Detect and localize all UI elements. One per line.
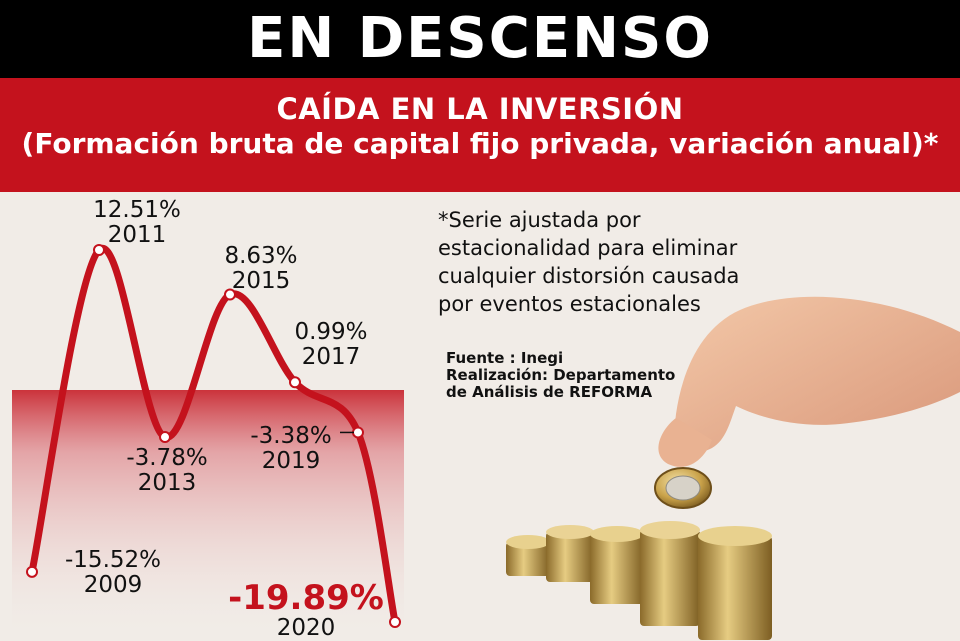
hand-icon [658, 296, 960, 467]
value-label: -15.52% [65, 547, 161, 573]
data-label-2009: -15.52% 2009 [58, 548, 168, 598]
year-label: 2011 [107, 222, 167, 248]
value-label: 12.51% [93, 197, 181, 223]
data-label-2011: 12.51% 2011 [82, 198, 192, 248]
data-point-2019 [352, 426, 364, 439]
credit-line: de Análisis de REFORMA [446, 383, 653, 401]
data-point-2017 [289, 376, 301, 389]
series-group [26, 244, 401, 628]
note-line: cualquier distorsión causada [438, 264, 740, 288]
value-label: 8.63% [224, 243, 298, 269]
coin-icon [654, 467, 712, 509]
negative-zone [12, 390, 404, 640]
data-label-2019: -3.38% 2019 [236, 424, 346, 474]
value-label: -3.78% [126, 445, 208, 471]
coin-stacks [506, 521, 772, 640]
line-chart [12, 244, 960, 640]
year-label: 2013 [137, 470, 197, 496]
page-title: EN DESCENSO [247, 6, 713, 71]
note-line: *Serie ajustada por [438, 208, 641, 232]
credits: Fuente : Inegi Realización: Departamento… [446, 350, 706, 401]
data-point-2015 [224, 288, 236, 301]
year-label: 2009 [83, 572, 143, 598]
year-label: 2020 [276, 615, 336, 641]
data-point-2013 [159, 431, 171, 444]
chart-subtitle: CAÍDA EN LA INVERSIÓN [276, 92, 684, 126]
year-label: 2019 [261, 448, 321, 474]
seasonal-adjustment-note: *Serie ajustada por estacionalidad para … [438, 206, 768, 318]
data-label-2020: -19.89% 2020 [226, 580, 386, 641]
value-label: -19.89% [228, 578, 384, 618]
title-bar: EN DESCENSO [0, 0, 960, 78]
data-point-2020 [389, 616, 401, 628]
data-label-2015: 8.63% 2015 [206, 244, 316, 294]
data-point-2011 [93, 244, 105, 256]
value-label: 0.99% [294, 319, 368, 345]
coin-illustration [506, 296, 960, 640]
data-label-2017: 0.99% 2017 [276, 320, 386, 370]
chart-description: (Formación bruta de capital fijo privada… [21, 127, 939, 160]
year-label: 2017 [301, 344, 361, 370]
source-text: Fuente : Inegi [446, 349, 564, 367]
value-label: -3.38% [250, 423, 332, 449]
subtitle-bar: CAÍDA EN LA INVERSIÓN (Formación bruta d… [0, 78, 960, 192]
note-line: estacionalidad para eliminar [438, 236, 738, 260]
data-label-2013: -3.78% 2013 [112, 446, 222, 496]
data-point-2009 [26, 565, 38, 578]
note-line: por eventos estacionales [438, 292, 701, 316]
year-label: 2015 [231, 268, 291, 294]
credit-line: Realización: Departamento [446, 366, 676, 384]
